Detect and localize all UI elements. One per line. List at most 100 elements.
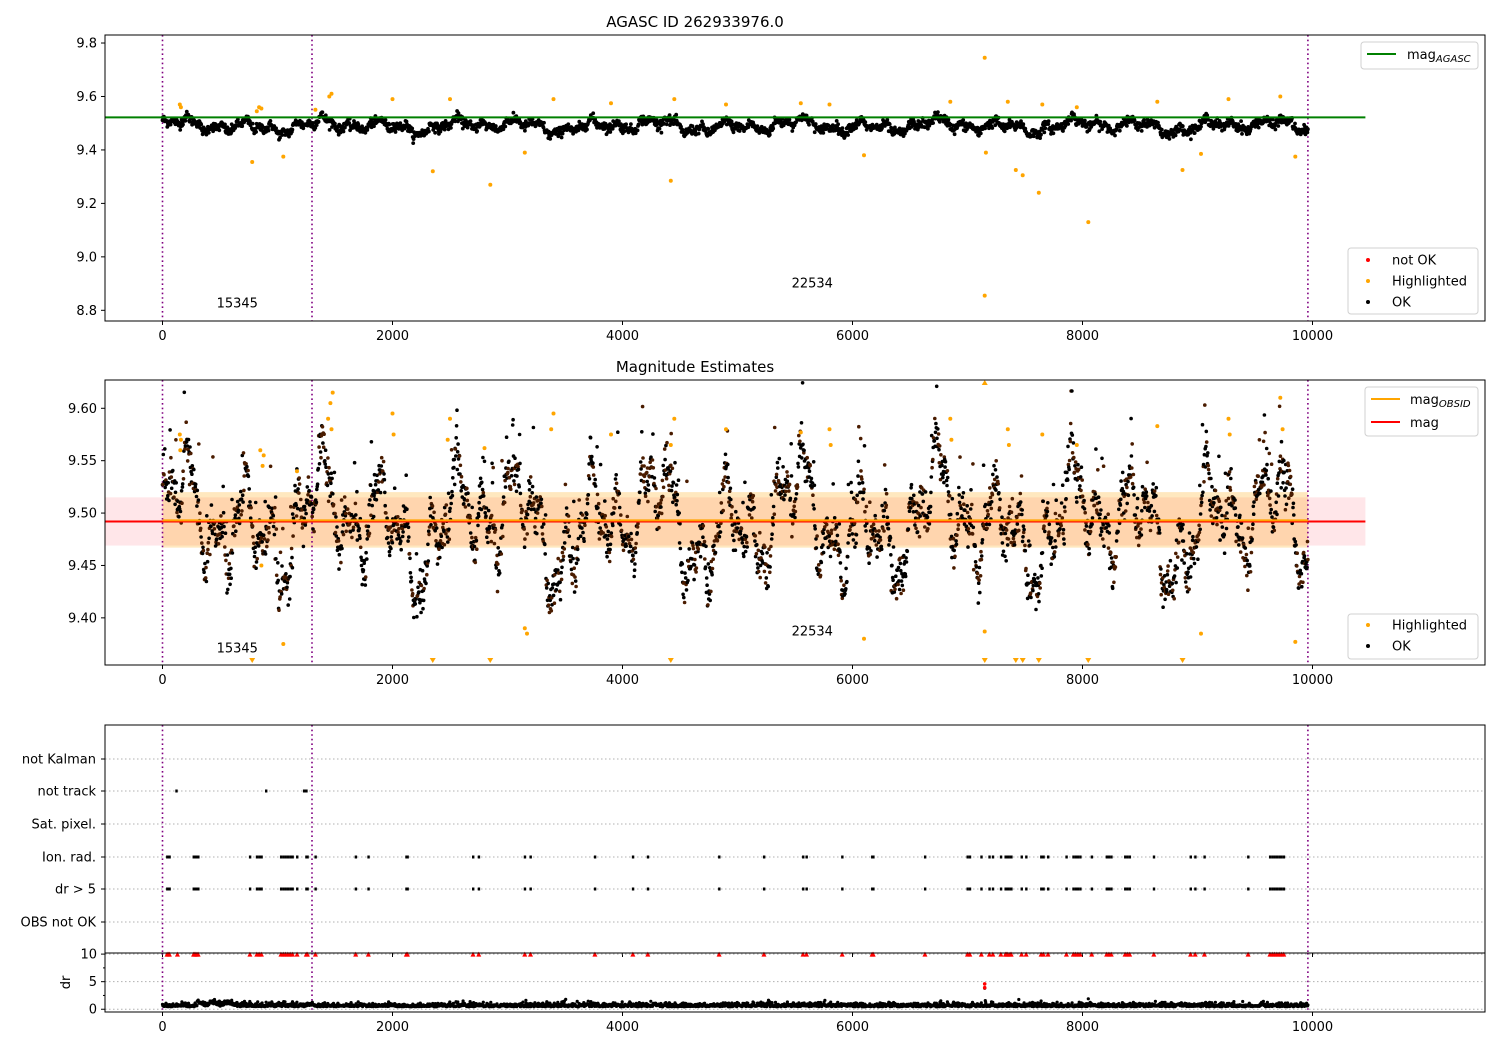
ok-point (163, 447, 167, 451)
ok-point (977, 601, 981, 605)
ok-point (409, 576, 413, 580)
ok-point (945, 484, 949, 488)
ok-point (902, 588, 906, 592)
ok-point (1064, 497, 1068, 501)
ok-point (515, 490, 519, 494)
ok-point (773, 426, 777, 430)
ok-point (894, 574, 898, 578)
ok-point (174, 491, 178, 495)
ok-point (930, 466, 934, 470)
ok-point (574, 585, 578, 589)
ok-point (782, 498, 786, 502)
ok-point (764, 581, 768, 585)
ok-point (1028, 543, 1032, 547)
ok-point (899, 562, 903, 566)
highlighted-point (948, 100, 952, 104)
ok-point (488, 526, 492, 530)
ok-point (303, 505, 307, 509)
ok-point (636, 129, 640, 133)
ok-point (266, 538, 270, 542)
ok-point (1068, 459, 1072, 463)
ok-point (692, 578, 696, 582)
ok-point (836, 122, 840, 126)
ok-point (449, 126, 453, 130)
ok-point (821, 543, 825, 547)
ok-point (653, 510, 657, 514)
panel-title: Magnitude Estimates (616, 358, 774, 376)
ok-point (428, 496, 432, 500)
ok-point (556, 557, 560, 561)
ok-point (535, 495, 539, 499)
ok-point (540, 498, 544, 502)
ok-point (901, 584, 905, 588)
ok-point (992, 464, 996, 468)
ok-point (790, 129, 794, 133)
ok-point (572, 566, 576, 570)
ok-point (756, 562, 760, 566)
ok-point (1116, 530, 1120, 534)
ok-point (204, 576, 208, 580)
ok-point (561, 132, 565, 136)
ok-point (306, 485, 310, 489)
ok-point (474, 561, 478, 565)
ok-point (861, 497, 865, 501)
ok-point (1047, 530, 1051, 534)
ok-point (372, 515, 376, 519)
ok-point (382, 460, 386, 464)
ok-point (634, 542, 638, 546)
ok-point (1024, 567, 1028, 571)
ok-point (773, 512, 777, 516)
ok-point (552, 594, 556, 598)
ok-point (676, 493, 680, 497)
ok-point (703, 557, 707, 561)
ok-point (424, 582, 428, 586)
ok-point (274, 495, 278, 499)
ok-point (166, 481, 170, 485)
ok-point (751, 500, 755, 504)
ok-point (880, 547, 884, 551)
ok-point (500, 552, 504, 556)
ok-point (312, 530, 316, 534)
highlighted-point (672, 97, 676, 101)
ok-point (1274, 128, 1278, 132)
ok-point (953, 555, 957, 559)
ok-point (302, 545, 306, 549)
ok-point (745, 545, 749, 549)
ok-point (251, 524, 255, 528)
ok-point (319, 456, 323, 460)
ok-point (324, 465, 328, 469)
ok-point (899, 592, 903, 596)
ok-point (724, 453, 728, 457)
ok-point (1099, 533, 1103, 537)
ok-point (1071, 451, 1075, 455)
ok-point (210, 503, 214, 507)
ok-point (475, 539, 479, 543)
ok-point (618, 492, 622, 496)
ok-point (965, 504, 969, 508)
ok-point (1097, 495, 1101, 499)
ok-point (743, 481, 747, 485)
ok-point (1114, 565, 1118, 569)
ok-point (744, 550, 748, 554)
ok-point (459, 480, 463, 484)
ok-point (435, 526, 439, 530)
ok-point (624, 544, 628, 548)
ok-point (296, 487, 300, 491)
ok-point (563, 547, 567, 551)
ok-point (529, 495, 533, 499)
ok-point (513, 483, 517, 487)
ok-point (991, 473, 995, 477)
ok-point (456, 468, 460, 472)
ok-point (770, 532, 774, 536)
ok-point (796, 462, 800, 466)
ok-point (1107, 524, 1111, 528)
ok-point (867, 561, 871, 565)
ok-point (310, 495, 314, 499)
ok-point (234, 529, 238, 533)
ok-point (1004, 559, 1008, 563)
ok-point (677, 511, 681, 515)
ok-point (855, 533, 859, 537)
ok-point (680, 571, 684, 575)
ok-point (937, 448, 941, 452)
ok-point (596, 493, 600, 497)
